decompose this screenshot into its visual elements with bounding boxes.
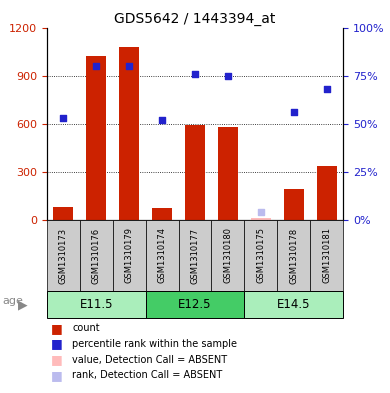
Text: value, Detection Call = ABSENT: value, Detection Call = ABSENT — [72, 354, 227, 365]
Text: GSM1310176: GSM1310176 — [92, 228, 101, 283]
Bar — [218, 127, 238, 220]
Text: E14.5: E14.5 — [277, 298, 310, 311]
Bar — [277, 220, 310, 291]
Bar — [284, 189, 304, 220]
Point — [258, 209, 264, 215]
Point — [93, 63, 99, 69]
Text: GSM1310179: GSM1310179 — [125, 228, 134, 283]
Bar — [80, 220, 113, 291]
Title: GDS5642 / 1443394_at: GDS5642 / 1443394_at — [114, 13, 276, 26]
Bar — [211, 220, 245, 291]
Bar — [317, 165, 337, 220]
Bar — [86, 56, 106, 220]
Bar — [113, 220, 145, 291]
Point — [324, 86, 330, 92]
Bar — [179, 220, 211, 291]
Text: E11.5: E11.5 — [80, 298, 113, 311]
Bar — [119, 47, 139, 220]
Bar — [145, 220, 179, 291]
Text: GSM1310177: GSM1310177 — [190, 228, 200, 283]
Text: age: age — [2, 296, 23, 306]
Text: E12.5: E12.5 — [178, 298, 212, 311]
Bar — [245, 220, 277, 291]
Point — [126, 63, 132, 69]
Text: rank, Detection Call = ABSENT: rank, Detection Call = ABSENT — [72, 370, 222, 380]
Text: count: count — [72, 323, 100, 333]
Text: GSM1310175: GSM1310175 — [256, 228, 265, 283]
Bar — [251, 218, 271, 220]
Text: ■: ■ — [51, 321, 62, 335]
Point — [192, 71, 198, 77]
Text: ■: ■ — [51, 353, 62, 366]
Bar — [310, 220, 343, 291]
Bar — [47, 220, 80, 291]
Text: GSM1310180: GSM1310180 — [223, 228, 232, 283]
Bar — [53, 207, 73, 220]
Point — [60, 115, 66, 121]
Text: GSM1310181: GSM1310181 — [322, 228, 331, 283]
Point — [225, 72, 231, 79]
Text: GSM1310174: GSM1310174 — [158, 228, 167, 283]
Text: ▶: ▶ — [18, 298, 27, 311]
Bar — [245, 291, 343, 318]
Text: percentile rank within the sample: percentile rank within the sample — [72, 339, 237, 349]
Bar — [152, 208, 172, 220]
Bar — [185, 125, 205, 220]
Text: ■: ■ — [51, 337, 62, 351]
Point — [291, 109, 297, 116]
Text: ■: ■ — [51, 369, 62, 382]
Bar — [47, 291, 145, 318]
Text: GSM1310178: GSM1310178 — [289, 228, 298, 283]
Point — [159, 117, 165, 123]
Text: GSM1310173: GSM1310173 — [59, 228, 68, 283]
Bar — [145, 291, 245, 318]
